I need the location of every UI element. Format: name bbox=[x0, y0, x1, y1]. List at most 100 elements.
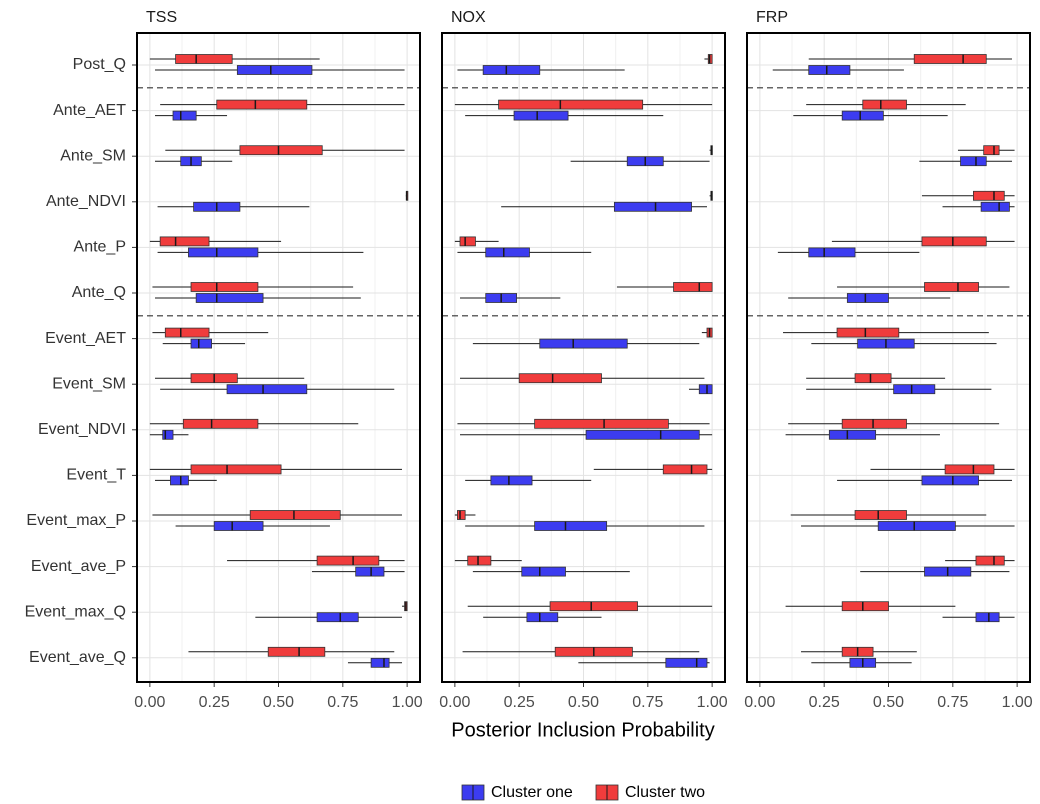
box bbox=[355, 566, 385, 577]
box bbox=[457, 510, 466, 520]
facet-title: NOX bbox=[451, 9, 486, 26]
box bbox=[841, 601, 889, 612]
x-tick-label: 0.25 bbox=[199, 694, 230, 711]
box bbox=[467, 555, 492, 566]
box bbox=[924, 282, 979, 292]
box bbox=[159, 236, 210, 247]
x-tick-label: 1.00 bbox=[697, 694, 728, 711]
box bbox=[808, 247, 856, 258]
box bbox=[249, 510, 341, 520]
box bbox=[841, 418, 907, 429]
box bbox=[521, 566, 566, 577]
box bbox=[498, 99, 644, 110]
box bbox=[239, 145, 323, 156]
box bbox=[316, 555, 380, 566]
x-tick-label: 0.25 bbox=[504, 694, 535, 711]
box bbox=[841, 110, 884, 121]
box bbox=[983, 145, 1000, 156]
box bbox=[182, 418, 259, 429]
x-tick-label: 1.00 bbox=[1002, 694, 1033, 711]
box bbox=[216, 99, 308, 110]
y-tick-label: Ante_Q bbox=[72, 284, 126, 301]
box bbox=[482, 65, 541, 75]
box bbox=[549, 601, 638, 612]
box bbox=[921, 236, 987, 247]
box bbox=[975, 612, 1000, 623]
panel-border bbox=[136, 32, 421, 683]
y-tick-label: Event_SM bbox=[52, 375, 126, 392]
panel-border bbox=[441, 32, 726, 683]
y-tick-label: Ante_AET bbox=[53, 102, 126, 119]
y-tick-label: Ante_P bbox=[74, 239, 126, 256]
box bbox=[513, 110, 569, 121]
y-tick-label: Event_ave_Q bbox=[29, 649, 126, 666]
box bbox=[960, 156, 987, 167]
box bbox=[226, 384, 308, 395]
legend-label: Cluster two bbox=[625, 784, 705, 801]
box bbox=[162, 429, 174, 440]
box bbox=[539, 338, 628, 349]
box bbox=[828, 429, 877, 440]
x-tick-label: 0.25 bbox=[809, 694, 840, 711]
box bbox=[490, 475, 533, 486]
y-tick-label: Event_max_Q bbox=[25, 603, 126, 620]
box bbox=[213, 521, 264, 531]
box bbox=[267, 646, 326, 657]
box bbox=[190, 338, 213, 349]
box bbox=[236, 65, 313, 75]
box bbox=[518, 373, 602, 384]
box bbox=[170, 475, 189, 486]
box bbox=[862, 99, 907, 110]
box bbox=[164, 327, 210, 338]
box bbox=[526, 612, 559, 623]
box bbox=[975, 555, 1005, 566]
box bbox=[585, 429, 700, 440]
box bbox=[370, 657, 390, 668]
x-tick-label: 0.50 bbox=[263, 694, 294, 711]
box bbox=[846, 293, 889, 303]
y-tick-label: Ante_NDVI bbox=[46, 193, 126, 210]
box bbox=[175, 54, 233, 64]
y-tick-label: Event_max_P bbox=[26, 512, 126, 529]
box bbox=[893, 384, 936, 395]
box bbox=[698, 384, 713, 395]
box bbox=[913, 54, 987, 64]
y-tick-label: Post_Q bbox=[73, 56, 126, 73]
box bbox=[854, 510, 907, 520]
box bbox=[662, 464, 708, 475]
facet-title: TSS bbox=[146, 9, 177, 26]
x-tick-label: 0.75 bbox=[937, 694, 968, 711]
x-tick-label: 0.50 bbox=[568, 694, 599, 711]
x-tick-label: 0.75 bbox=[327, 694, 358, 711]
box bbox=[808, 65, 851, 75]
box bbox=[921, 475, 979, 486]
legend-label: Cluster one bbox=[491, 784, 573, 801]
box bbox=[190, 464, 282, 475]
box bbox=[190, 282, 259, 292]
box bbox=[172, 110, 197, 121]
x-tick-label: 0.00 bbox=[439, 694, 470, 711]
box bbox=[877, 521, 956, 531]
x-tick-label: 0.00 bbox=[134, 694, 165, 711]
box bbox=[188, 247, 259, 258]
x-tick-label: 0.75 bbox=[632, 694, 663, 711]
box bbox=[980, 201, 1010, 212]
x-axis-label: Posterior Inclusion Probability bbox=[451, 719, 714, 741]
y-tick-label: Event_NDVI bbox=[38, 421, 126, 438]
box bbox=[485, 247, 530, 258]
x-tick-label: 0.50 bbox=[873, 694, 904, 711]
box bbox=[613, 201, 692, 212]
box bbox=[665, 657, 708, 668]
box bbox=[195, 293, 264, 303]
box bbox=[854, 373, 892, 384]
facet-title: FRP bbox=[756, 9, 788, 26]
x-tick-label: 0.00 bbox=[744, 694, 775, 711]
box bbox=[316, 612, 359, 623]
box bbox=[459, 236, 476, 247]
panel-border bbox=[746, 32, 1031, 683]
y-tick-label: Event_T bbox=[66, 467, 126, 484]
box bbox=[944, 464, 995, 475]
y-tick-label: Event_AET bbox=[45, 330, 126, 347]
box bbox=[836, 327, 900, 338]
